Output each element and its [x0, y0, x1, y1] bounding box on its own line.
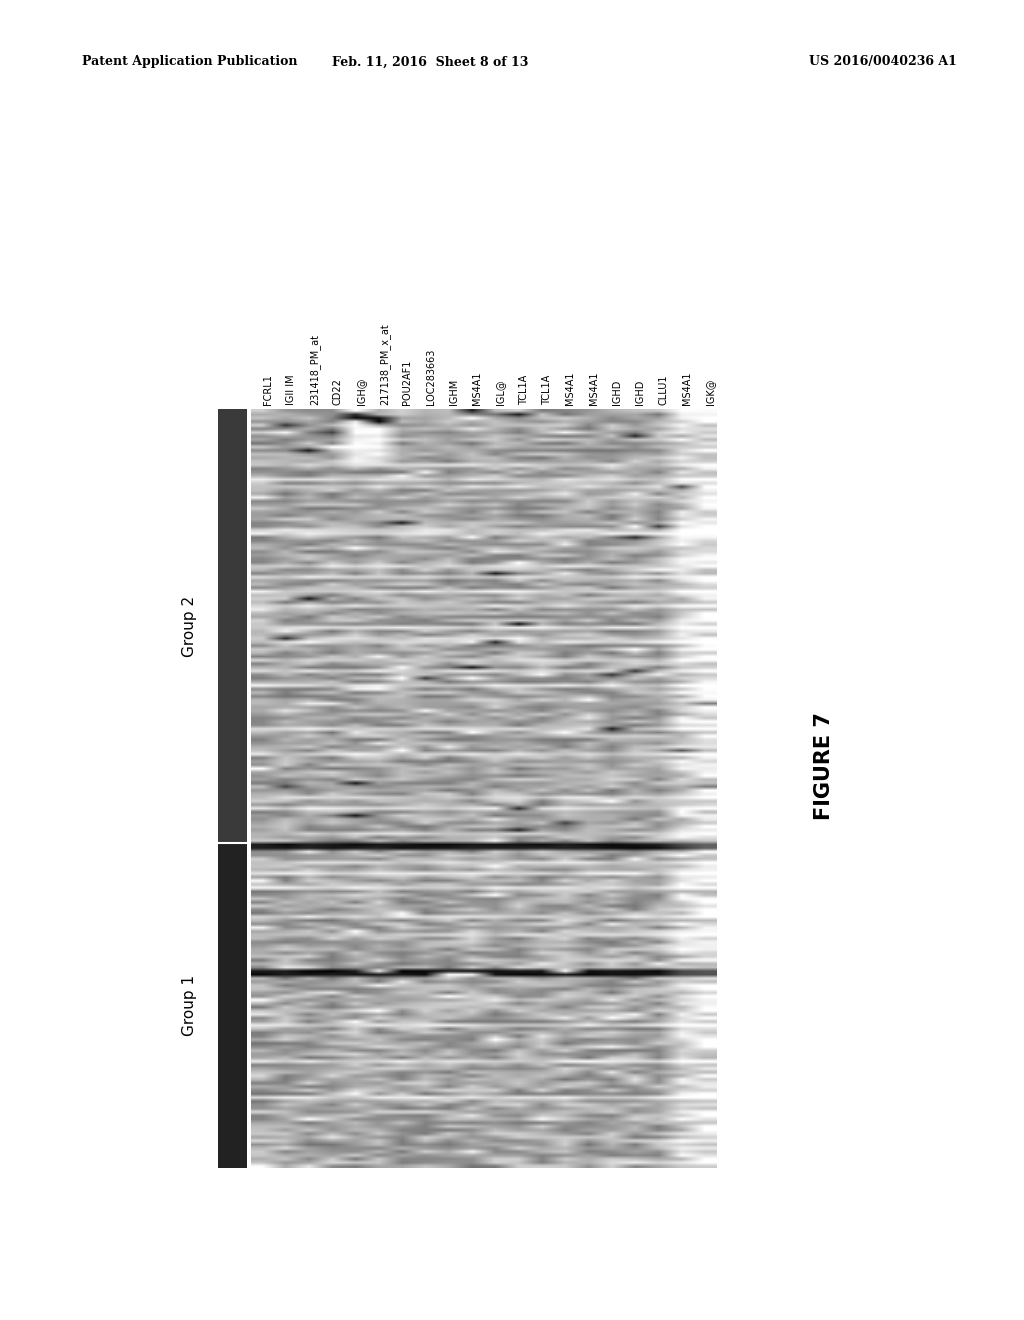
- Text: Feb. 11, 2016  Sheet 8 of 13: Feb. 11, 2016 Sheet 8 of 13: [332, 55, 528, 69]
- Text: Group 1: Group 1: [182, 975, 197, 1036]
- Text: Group 2: Group 2: [182, 595, 197, 656]
- Text: FIGURE 7: FIGURE 7: [814, 711, 835, 820]
- Bar: [218, 409, 247, 843]
- Text: Patent Application Publication: Patent Application Publication: [82, 55, 297, 69]
- Text: US 2016/0040236 A1: US 2016/0040236 A1: [809, 55, 956, 69]
- Bar: [218, 843, 247, 1168]
